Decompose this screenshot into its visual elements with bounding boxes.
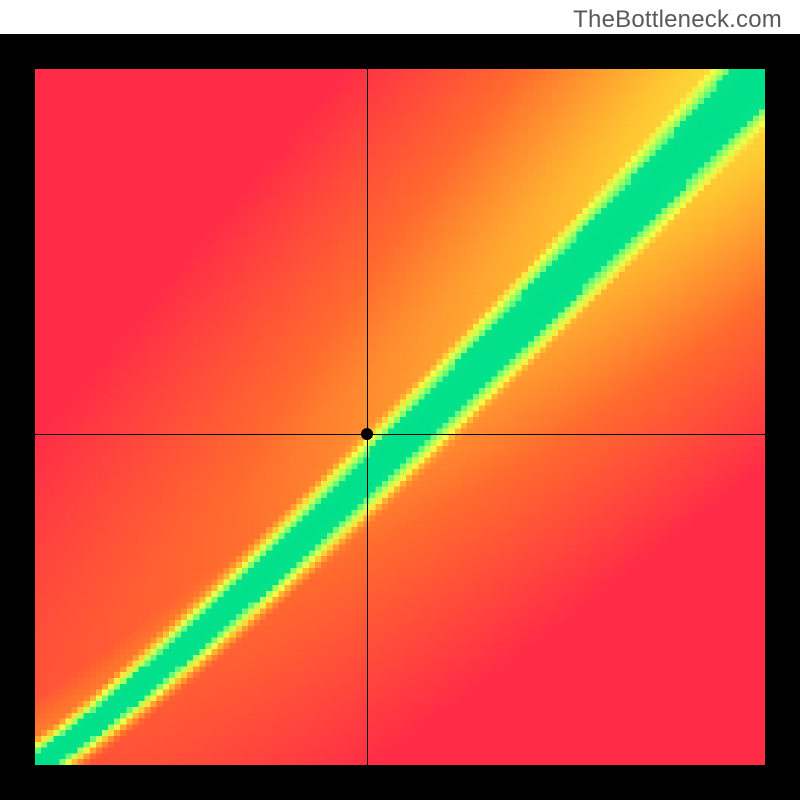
heatmap-canvas [35,69,765,765]
crosshair-vertical [367,69,368,765]
crosshair-horizontal [35,434,765,435]
watermark-text: TheBottleneck.com [573,6,782,34]
chart-frame: TheBottleneck.com [0,0,800,800]
heatmap-plot [35,69,765,765]
data-point-marker [361,428,373,440]
